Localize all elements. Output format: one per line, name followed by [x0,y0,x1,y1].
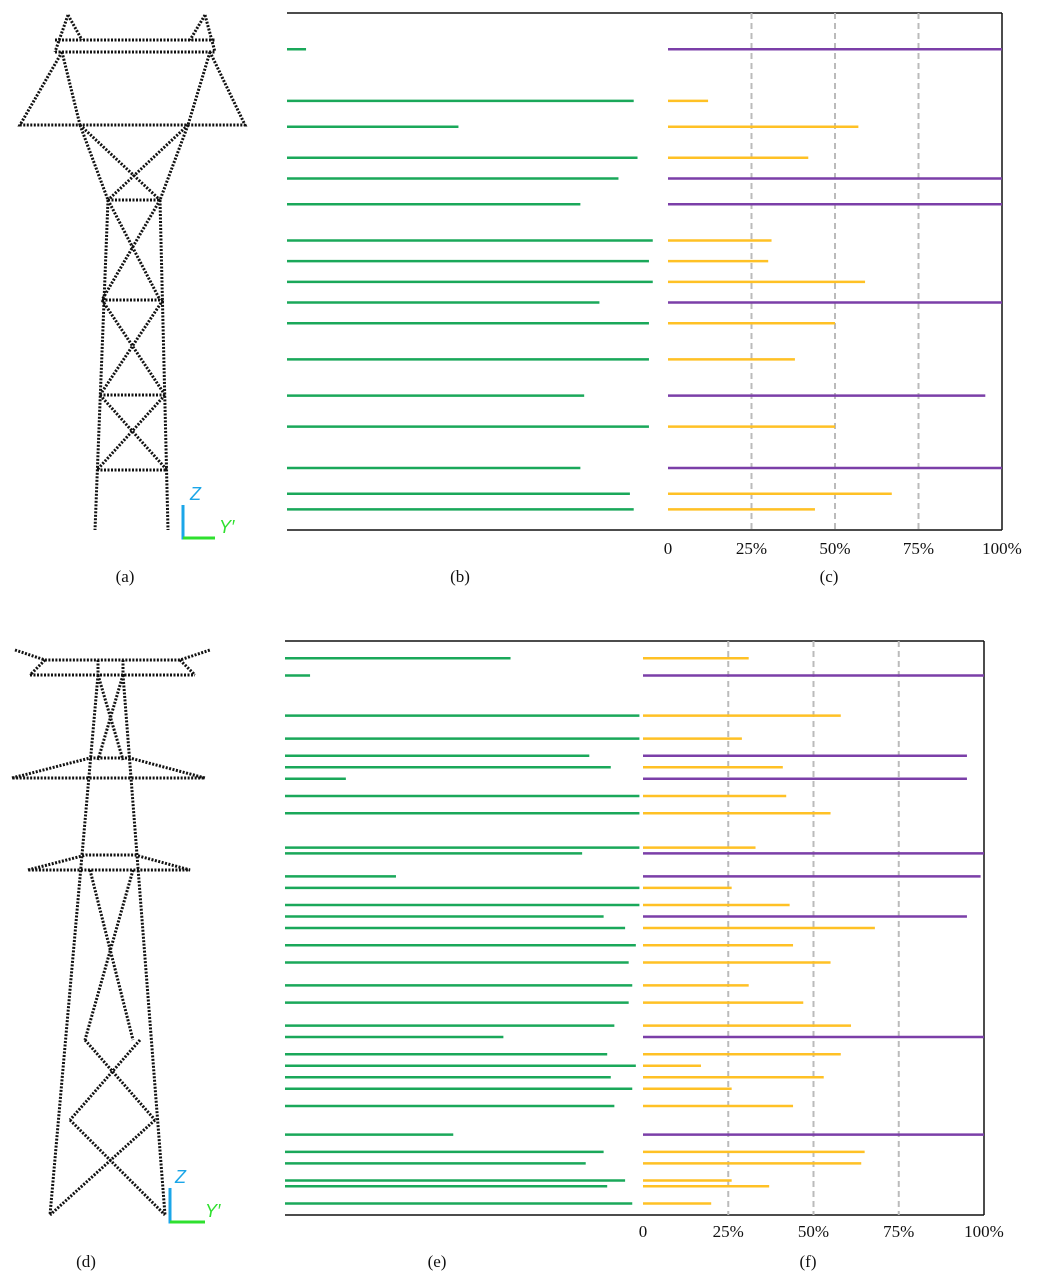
axis-label: Z [189,484,202,504]
panel-label: (a) [116,567,135,586]
axis-label: Y′ [205,1201,221,1221]
panel-label: (e) [428,1252,447,1271]
tower-drawing: Z Y′ Z Y′ [12,15,245,1222]
x-tick-label: 25% [736,539,767,558]
panel-label: (b) [450,567,470,586]
axis-label: Y′ [219,517,235,537]
x-tick-label: 100% [982,539,1022,558]
x-tick-label: 0 [664,539,673,558]
x-tick-label: 50% [819,539,850,558]
panel-label: (f) [800,1252,817,1271]
figure: Z Y′ Z Y′ (a) (b) (c) (d) (e) (f) 0 25% 50% 75% 10… [0,0,1046,1275]
x-tick-label: 75% [903,539,934,558]
x-tick-label: 75% [883,1222,914,1241]
x-tick-label: 50% [798,1222,829,1241]
x-tick-label: 25% [713,1222,744,1241]
x-tick-label: 0 [639,1222,648,1241]
axis-label: Z [174,1167,187,1187]
x-tick-label: 100% [964,1222,1004,1241]
panel-label: (c) [820,567,839,586]
panel-label: (d) [76,1252,96,1271]
